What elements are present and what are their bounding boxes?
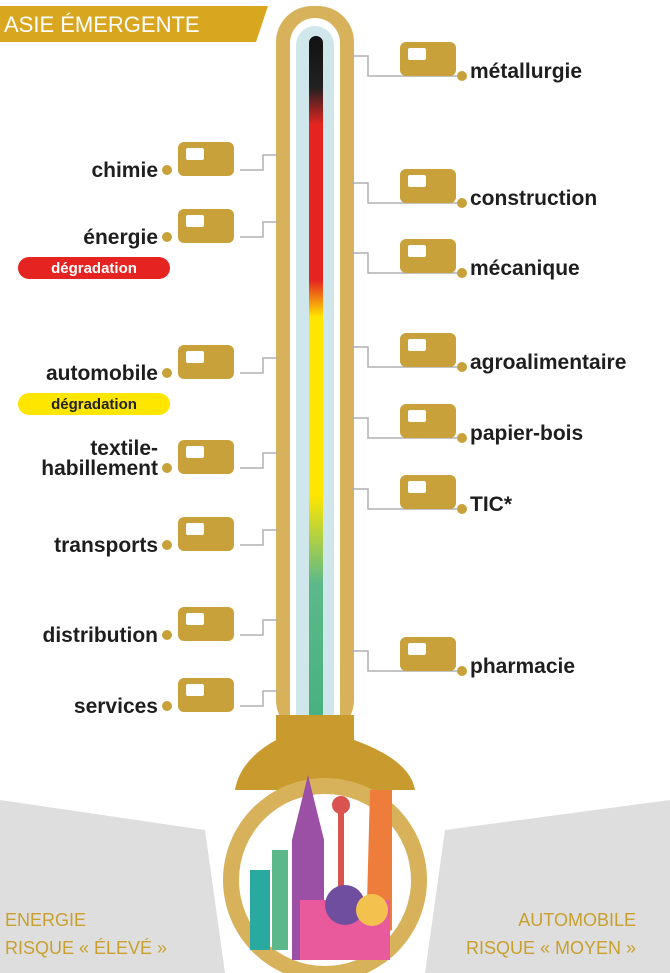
connector	[240, 620, 278, 635]
footer-sector: AUTOMOBILE	[518, 910, 636, 930]
sector-label: papier-bois	[470, 422, 583, 445]
sector-icon-detail	[408, 481, 426, 493]
badge-text: dégradation	[51, 396, 137, 413]
sector-icon-detail	[186, 148, 204, 160]
sector-label: habillement	[41, 457, 158, 480]
sector-icon-detail	[408, 48, 426, 60]
connector-dot	[162, 232, 172, 242]
sector-label: TIC*	[470, 493, 513, 516]
sector-icon-detail	[186, 351, 204, 363]
badge-text: dégradation	[51, 260, 137, 277]
sector-icon-detail	[408, 410, 426, 422]
sector-label: mécanique	[470, 257, 580, 280]
sector-icon-detail	[408, 643, 426, 655]
connector-dot	[457, 433, 467, 443]
infographic: ENERGIE RISQUE « ÉLEVÉ » AUTOMOBILE RISQ…	[0, 0, 670, 973]
sector-icon-detail	[408, 339, 426, 351]
connector	[240, 453, 278, 468]
sector-icon-detail	[186, 613, 204, 625]
connector-dot	[162, 368, 172, 378]
sector-icon-detail	[408, 245, 426, 257]
sector-label: métallurgie	[470, 60, 582, 83]
sector-label: construction	[470, 187, 597, 210]
connector-dot	[162, 540, 172, 550]
footer-sector: ENERGIE	[5, 910, 86, 930]
footer-risk: RISQUE « MOYEN »	[466, 938, 636, 958]
sector-label: services	[74, 695, 158, 718]
sector-label: distribution	[43, 624, 158, 647]
connector-dot	[162, 463, 172, 473]
connector-dot	[457, 504, 467, 514]
sector-icon-detail	[186, 684, 204, 696]
connector-dot	[457, 268, 467, 278]
connector-dot	[457, 198, 467, 208]
connector-dot	[162, 701, 172, 711]
sector-icon-detail	[186, 215, 204, 227]
sector-label: énergie	[83, 226, 158, 249]
sector-label: pharmacie	[470, 655, 575, 678]
connector	[240, 155, 278, 170]
sector-icon-detail	[186, 446, 204, 458]
footer-risk: RISQUE « ÉLEVÉ »	[5, 938, 167, 958]
sector-icon-detail	[408, 175, 426, 187]
connector	[240, 358, 278, 373]
sector-label: automobile	[46, 362, 158, 385]
connector-dot	[457, 71, 467, 81]
sector-label: transports	[54, 534, 158, 557]
header-title: ASIE ÉMERGENTE	[4, 12, 200, 37]
mercury	[309, 36, 323, 776]
connector	[240, 222, 278, 237]
connector-dot	[457, 362, 467, 372]
connector-dot	[162, 630, 172, 640]
connector-dot	[162, 165, 172, 175]
sector-icon-detail	[186, 523, 204, 535]
connector	[240, 530, 278, 545]
connector-dot	[457, 666, 467, 676]
sector-label: agroalimentaire	[470, 351, 626, 374]
connector	[240, 691, 278, 706]
sector-label: chimie	[91, 159, 158, 182]
